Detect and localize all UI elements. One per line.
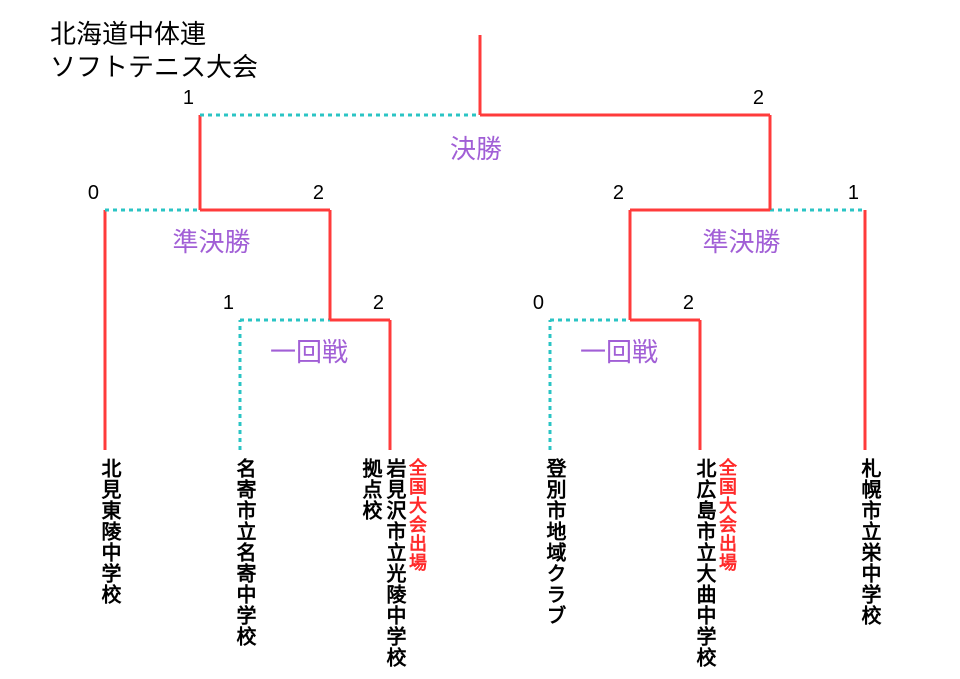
score-r1-left-l: 1	[223, 292, 234, 315]
team-1: 名寄市立名寄中学校	[230, 458, 259, 647]
round-label-r1-left: 一回戦	[270, 332, 348, 369]
score-r1-left-r: 2	[373, 292, 384, 315]
score-sf-right-r: 1	[848, 182, 859, 205]
score-sf-left-l: 0	[88, 182, 99, 205]
round-label-semi-right: 準決勝	[703, 222, 781, 259]
team-2-sub: 拠点校	[356, 458, 385, 521]
title-line1: 北海道中体連	[50, 18, 258, 51]
score-r1-right-r: 2	[683, 292, 694, 315]
round-label-semi-left: 準決勝	[173, 222, 251, 259]
round-label-r1-right: 一回戦	[580, 332, 658, 369]
bracket-diagram	[0, 0, 960, 679]
team-3: 登別市地域クラブ	[540, 458, 569, 626]
team-5: 札幌市立栄中学校	[855, 458, 884, 626]
score-sf-left-r: 2	[313, 182, 324, 205]
score-final-left: 1	[183, 87, 194, 110]
qualifier-team-4: 全国大会出場	[714, 458, 740, 572]
score-r1-right-l: 0	[533, 292, 544, 315]
tournament-title: 北海道中体連 ソフトテニス大会	[50, 18, 258, 83]
score-final-right: 2	[753, 87, 764, 110]
score-sf-right-l: 2	[613, 182, 624, 205]
round-label-final: 決勝	[450, 129, 502, 166]
title-line2: ソフトテニス大会	[50, 51, 258, 84]
qualifier-team-2: 全国大会出場	[404, 458, 430, 572]
team-0: 北見東陵中学校	[95, 458, 124, 605]
